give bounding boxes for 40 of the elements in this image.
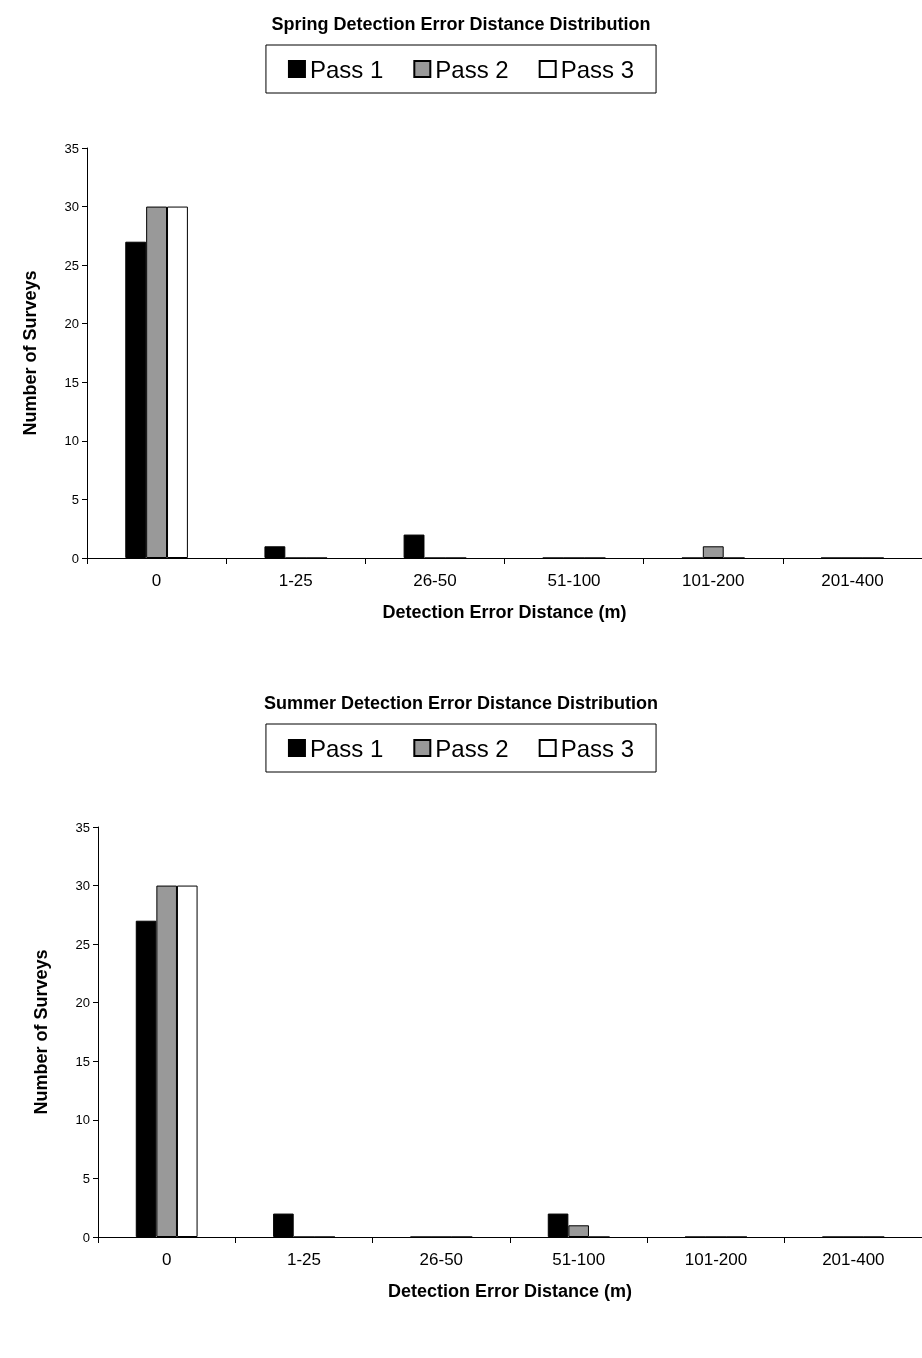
- y-tick-label: 35: [75, 819, 90, 835]
- legend-label: Pass 3: [560, 734, 635, 762]
- y-axis-title: Number of Surveys: [31, 949, 51, 1115]
- y-tick-label: 35: [64, 140, 79, 156]
- x-tick-label: 26-50: [413, 571, 457, 590]
- legend-label: Pass 2: [435, 55, 509, 83]
- y-tick-label: 5: [82, 1170, 90, 1186]
- y-tick-label: 20: [75, 995, 90, 1011]
- legend-label: Pass 1: [309, 734, 384, 762]
- y-axis-title: Number of Surveys: [20, 270, 40, 436]
- x-axis-title: Detection Error Distance (m): [382, 602, 627, 622]
- y-tick-label: 10: [64, 433, 79, 449]
- legend-label: Pass 3: [560, 55, 635, 83]
- y-tick-label: 30: [64, 199, 79, 215]
- legend-label: Pass 2: [435, 734, 509, 762]
- y-tick-label: 10: [75, 1112, 90, 1128]
- y-tick-label: 0: [82, 1229, 90, 1245]
- x-tick-label: 201-400: [821, 571, 884, 590]
- x-tick-label: 0: [151, 571, 162, 590]
- y-tick-label: 30: [75, 878, 90, 894]
- x-tick-label: 1-25: [286, 1250, 322, 1269]
- x-tick-label: 0: [161, 1250, 172, 1269]
- x-tick-label: 51-100: [547, 571, 601, 590]
- x-axis-title: Detection Error Distance (m): [387, 1281, 633, 1301]
- chart-title: Spring Detection Error Distance Distribution: [271, 14, 651, 34]
- y-tick-label: 25: [64, 257, 79, 273]
- y-tick-label: 15: [64, 374, 79, 390]
- chart-title: Summer Detection Error Distance Distribution: [263, 693, 659, 713]
- x-tick-label: 101-200: [682, 571, 745, 590]
- x-tick-label: 201-400: [822, 1250, 885, 1269]
- y-tick-label: 20: [64, 316, 79, 332]
- y-tick-label: 15: [75, 1053, 90, 1069]
- y-tick-label: 5: [71, 491, 79, 507]
- y-tick-label: 25: [75, 936, 90, 952]
- x-tick-label: 101-200: [684, 1250, 748, 1269]
- y-tick-label: 0: [71, 550, 79, 566]
- x-tick-label: 26-50: [419, 1250, 464, 1269]
- x-tick-label: 1-25: [278, 571, 313, 590]
- x-tick-label: 51-100: [552, 1250, 606, 1269]
- legend-label: Pass 1: [309, 55, 384, 83]
